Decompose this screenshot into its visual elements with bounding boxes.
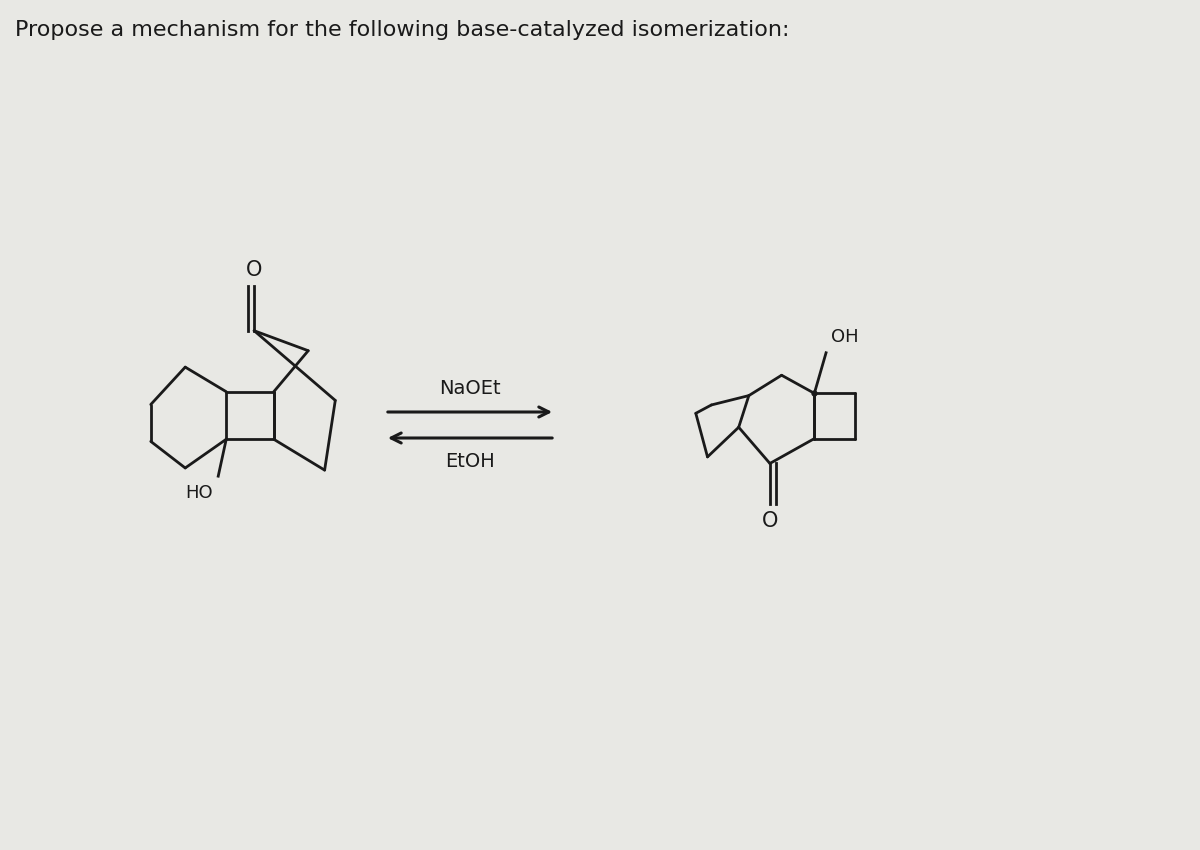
- Text: O: O: [246, 259, 263, 280]
- Text: OH: OH: [832, 328, 859, 346]
- Text: NaOEt: NaOEt: [439, 379, 500, 398]
- Text: HO: HO: [186, 484, 214, 502]
- Text: EtOH: EtOH: [445, 452, 494, 471]
- Text: O: O: [762, 511, 778, 531]
- Text: Propose a mechanism for the following base-catalyzed isomerization:: Propose a mechanism for the following ba…: [14, 20, 790, 40]
